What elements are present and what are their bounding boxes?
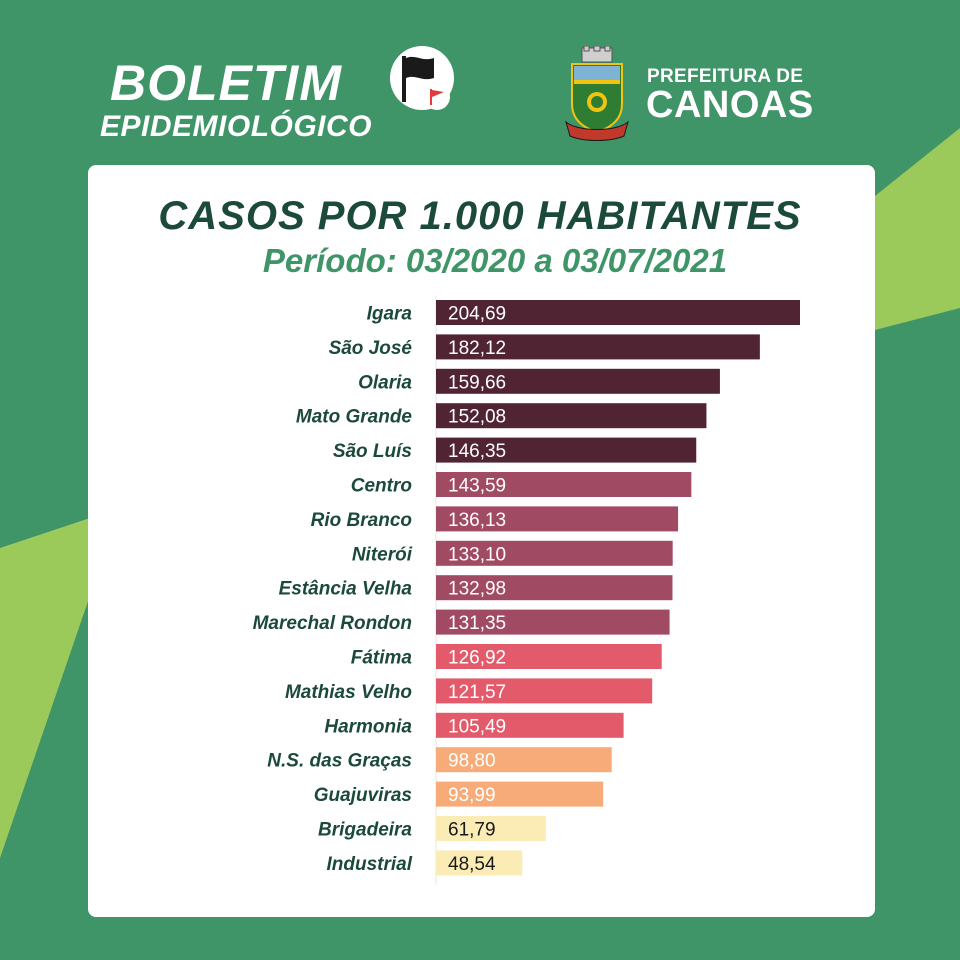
category-label: São Luís (333, 441, 412, 462)
red-flag-icon (424, 84, 450, 110)
category-label: Estância Velha (279, 579, 413, 600)
bar (436, 300, 800, 325)
chart-title: CASOS POR 1.000 HABITANTES (158, 194, 802, 238)
category-label: Fátima (351, 648, 413, 669)
category-label: Olaria (358, 372, 412, 393)
category-label: N.S. das Graças (267, 751, 412, 772)
bar-value-label: 105,49 (448, 716, 506, 737)
category-label: Centro (351, 476, 412, 497)
bar (436, 816, 546, 841)
bar (436, 747, 612, 773)
bar-value-label: 93,99 (448, 785, 496, 806)
bar-value-label: 143,59 (448, 476, 506, 497)
city-logo: PREFEITURA DE CANOAS (560, 40, 830, 150)
category-label: Mathias Velho (285, 682, 412, 703)
category-label: Industrial (326, 854, 412, 875)
bar (436, 472, 692, 497)
bar-value-label: 126,92 (448, 648, 506, 669)
bar (436, 781, 604, 807)
bar (436, 609, 670, 635)
bar (436, 850, 523, 876)
bar (436, 712, 624, 738)
bar-value-label: 61,79 (448, 820, 496, 841)
bar (436, 540, 673, 566)
bar-value-label: 136,13 (448, 510, 506, 531)
canoas-coat-of-arms-icon (565, 46, 629, 141)
bar (436, 575, 673, 601)
bar-value-label: 204,69 (448, 304, 506, 325)
bar-value-label: 133,10 (448, 544, 506, 565)
bulletin-logo: BOLETIM EPIDEMIOLÓGICO (92, 44, 472, 154)
category-label: São José (329, 338, 413, 359)
category-label: Niterói (352, 544, 413, 565)
bar-value-label: 152,08 (448, 407, 506, 428)
category-label: Rio Branco (311, 510, 412, 531)
bar (436, 334, 760, 360)
city-hall-label: PREFEITURA DE (647, 66, 804, 87)
category-label: Marechal Rondon (253, 613, 412, 634)
bulletin-subtitle: EPIDEMIOLÓGICO (100, 110, 373, 143)
category-label: Brigadeira (318, 820, 412, 841)
bar-value-label: 48,54 (448, 854, 496, 875)
bar-value-label: 121,57 (448, 682, 506, 703)
bar-value-label: 182,12 (448, 338, 506, 359)
bar (436, 403, 707, 429)
bar (436, 368, 720, 394)
city-name: CANOAS (646, 84, 814, 126)
bar (436, 437, 697, 463)
chart-subtitle: Período: 03/2020 a 03/07/2021 (262, 242, 728, 279)
bulletin-title: BOLETIM (110, 55, 342, 111)
bar-value-label: 132,98 (448, 579, 506, 600)
bar (436, 678, 653, 704)
bar-value-label: 131,35 (448, 613, 506, 634)
bar-value-label: 159,66 (448, 372, 506, 393)
category-label: Guajuviras (314, 785, 412, 806)
category-label: Igara (367, 304, 413, 325)
bar-value-label: 146,35 (448, 441, 506, 462)
bar-value-label: 98,80 (448, 751, 496, 772)
category-label: Mato Grande (296, 407, 413, 428)
bar (436, 644, 662, 669)
bar (436, 506, 679, 532)
category-label: Harmonia (324, 716, 412, 737)
